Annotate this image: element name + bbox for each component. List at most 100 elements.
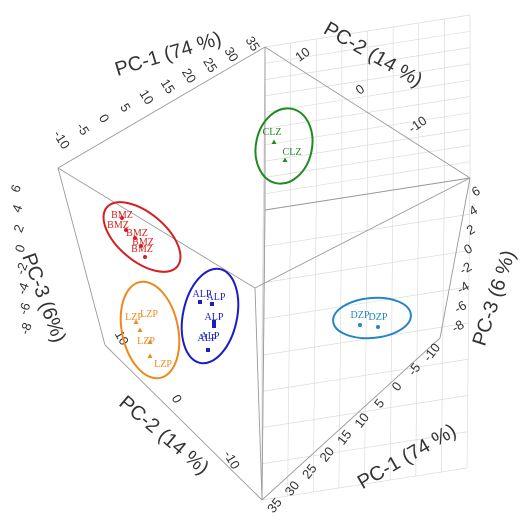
axis-title: PC-1 (74 %): [354, 420, 460, 494]
tick-label: 5: [117, 101, 134, 115]
tick-label: 10: [112, 328, 132, 348]
point-label-alp: ALP: [205, 312, 224, 323]
cube-edge: [57, 46, 266, 169]
frame-layer: [57, 46, 471, 501]
tick-label: 25: [200, 55, 220, 75]
tick-label: -4: [14, 280, 32, 296]
cube-edge: [264, 46, 471, 179]
point-label-lzp: LZP: [154, 359, 172, 370]
cluster-ellipse-dzp: [332, 296, 412, 340]
data-point-lzp: [133, 319, 139, 324]
cube-edge: [104, 344, 263, 501]
tick-label: 2: [464, 221, 478, 238]
point-label-alp: ALP: [207, 292, 226, 303]
point-label-clz: CLZ: [283, 147, 302, 158]
tick-label: 35: [243, 34, 263, 54]
back-wall-right-gridline: [263, 358, 469, 392]
tick-label: -2: [457, 259, 475, 278]
cube-edge: [439, 177, 471, 339]
back-wall-right-gridline: [264, 250, 470, 283]
tick-layer: -10 -505101520253035100-10-8-6-4-20246-8-…: [7, 34, 482, 516]
data-point-clz: [282, 157, 288, 162]
data-point-dzp: [358, 323, 362, 327]
tick-label: -10: [405, 113, 429, 136]
series-layer: BMZBMZBMZBMZBMZCLZCLZALPALPALPALPALPLZPL…: [102, 107, 412, 380]
tick-label: -8: [449, 317, 467, 336]
tick-label: -2: [12, 260, 30, 276]
cube-edge: [264, 177, 471, 211]
axis-title: PC-2 (14 %): [115, 392, 213, 480]
data-point-bmz: [139, 244, 143, 248]
data-point-dzp: [376, 325, 380, 329]
tick-label: -6: [452, 297, 470, 316]
tick-label: 4: [9, 202, 26, 214]
point-label-lzp: LZP: [140, 309, 158, 320]
axis-title: PC-2 (14 %): [320, 18, 426, 92]
data-point-alp: [210, 302, 214, 306]
point-label-lzp: LZP: [137, 336, 155, 347]
tick-label: 4: [466, 202, 480, 219]
cluster-ellipse-clz: [254, 107, 314, 185]
data-point-lzp: [137, 327, 143, 332]
data-point-alp: [212, 324, 216, 328]
tick-label: 0: [12, 242, 29, 254]
tick-label: 0: [353, 81, 368, 97]
data-point-bmz: [143, 255, 147, 259]
tick-label: 0: [169, 392, 186, 406]
point-label-clz: CLZ: [263, 127, 282, 138]
cluster-ellipse-lzp: [119, 280, 181, 380]
point-label-dzp: DZP: [351, 310, 370, 321]
point-label-bmz: BMZ: [111, 210, 133, 221]
data-point-alp: [206, 348, 210, 352]
cube-edge: [57, 167, 106, 346]
data-point-lzp: [147, 339, 153, 344]
tick-label: 20: [316, 444, 337, 465]
tick-label: -5: [405, 360, 424, 378]
tick-label: 2: [10, 222, 27, 234]
tick-label: 15: [158, 76, 178, 96]
series-dzp: DZP DZP: [332, 296, 412, 340]
tick-label: 6: [469, 183, 483, 200]
back-wall-right-gridline: [262, 395, 468, 428]
tick-label: 0: [461, 241, 475, 258]
data-point-clz: [271, 139, 277, 144]
data-point-bmz: [133, 236, 137, 240]
cluster-ellipse-bmz: [102, 201, 182, 273]
cube-edge: [261, 209, 266, 501]
point-label-alp: ALP: [193, 289, 212, 300]
tick-label: 30: [282, 478, 303, 499]
tick-label: -8: [17, 320, 35, 336]
tick-label: 20: [179, 66, 199, 86]
axis-title: PC-3 (6 %): [469, 248, 520, 349]
point-label-alp: ALP: [198, 333, 217, 344]
point-label-bmz: BMZ: [126, 228, 148, 239]
cube-edge: [57, 167, 256, 289]
data-point-alp: [198, 300, 202, 304]
data-point-alp: [212, 320, 216, 324]
data-point-lzp: [147, 353, 153, 358]
tick-label: 35: [264, 495, 285, 516]
point-label-alp: ALP: [201, 331, 220, 342]
back-wall-right-gridline: [263, 286, 469, 320]
back-wall-right-gridline: [262, 431, 468, 465]
cube-edge: [254, 287, 263, 501]
data-point-bmz: [124, 228, 128, 232]
tick-label: -10: [50, 128, 73, 152]
point-label-bmz: BMZ: [131, 244, 153, 255]
cube-edge: [261, 337, 441, 501]
cluster-ellipse-alp: [180, 267, 240, 365]
tick-label: 15: [334, 427, 355, 448]
back-wall-right-gridline: [261, 467, 468, 501]
point-label-lzp: LZP: [125, 312, 143, 323]
point-label-bmz: BMZ: [132, 237, 154, 248]
data-point-bmz: [120, 216, 124, 220]
tick-label: 10: [137, 87, 157, 107]
tick-label: -5: [74, 120, 93, 138]
tick-label: 6: [7, 182, 24, 194]
point-label-dzp: DZP: [369, 312, 388, 323]
tick-label: 30: [221, 44, 241, 64]
